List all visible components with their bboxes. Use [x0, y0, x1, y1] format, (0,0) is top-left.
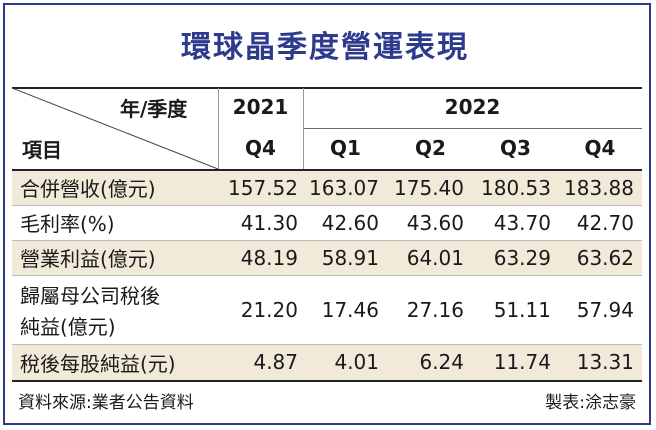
corner-diagonal — [12, 88, 219, 169]
row-rule — [12, 240, 642, 241]
page-title: 環球晶季度營運表現 — [181, 30, 469, 65]
table-cell: 17.46 — [321, 297, 379, 322]
quarter-header: Q3 — [500, 136, 531, 160]
table-cell: 42.70 — [576, 210, 634, 235]
table-cell: 58.91 — [321, 245, 379, 270]
corner-top-label: 年/季度 — [120, 96, 188, 121]
row-rule — [12, 275, 642, 276]
row-shade — [12, 170, 642, 205]
row-shade — [12, 344, 642, 380]
credit-note: 製表:涂志豪 — [545, 393, 636, 413]
table-cell: 4.87 — [253, 350, 298, 374]
table-cell: 21.20 — [240, 297, 298, 322]
table-cell: 48.19 — [240, 245, 298, 270]
row-label: 營業利益(億元) — [20, 247, 156, 271]
year-header-2022: 2022 — [444, 95, 501, 119]
row-label: 稅後每股純益(元) — [20, 351, 176, 376]
table-cell: 27.16 — [406, 297, 464, 322]
row-label-line1: 歸屬母公司稅後 — [20, 283, 160, 308]
table-cell: 41.30 — [240, 210, 298, 235]
header-top-rule — [12, 87, 642, 89]
header-divider — [303, 88, 304, 169]
quarter-header: Q4 — [245, 136, 276, 160]
table-cell: 51.11 — [493, 297, 551, 322]
quarter-header: Q2 — [415, 136, 446, 160]
table-cell: 43.70 — [493, 210, 551, 235]
source-note: 資料來源:業者公告資料 — [18, 393, 194, 413]
table-cell: 63.62 — [576, 245, 634, 270]
table-cell: 180.53 — [481, 175, 551, 200]
quarter-header: Q4 — [584, 136, 616, 160]
row-rule — [12, 205, 642, 206]
table-cell: 63.29 — [493, 245, 551, 270]
table-cell: 57.94 — [576, 297, 634, 322]
table-cell: 64.01 — [406, 245, 464, 270]
header-bottom-rule — [12, 169, 642, 171]
table-cell: 157.52 — [228, 175, 298, 200]
table-cell: 11.74 — [493, 350, 551, 374]
row-label-line2: 純益(億元) — [20, 314, 116, 339]
row-rule — [12, 344, 642, 345]
table-bottom-rule — [12, 380, 642, 382]
table-cell: 13.31 — [576, 350, 634, 374]
table-cell: 4.01 — [334, 350, 379, 374]
table-cell: 43.60 — [406, 210, 464, 235]
table-cell: 163.07 — [309, 175, 379, 200]
year-header-2021: 2021 — [232, 95, 289, 119]
row-label: 毛利率(%) — [20, 212, 115, 236]
header-mid-rule — [303, 128, 642, 129]
header-divider — [218, 88, 219, 169]
quarter-header: Q1 — [330, 136, 361, 160]
table-cell: 175.40 — [394, 175, 464, 200]
table-cell: 6.24 — [419, 350, 464, 374]
table-cell: 42.60 — [321, 210, 379, 235]
row-shade — [12, 240, 642, 275]
table-cell: 183.88 — [564, 175, 634, 200]
row-label: 合併營收(億元) — [20, 177, 156, 201]
corner-bottom-label: 項目 — [22, 137, 62, 162]
